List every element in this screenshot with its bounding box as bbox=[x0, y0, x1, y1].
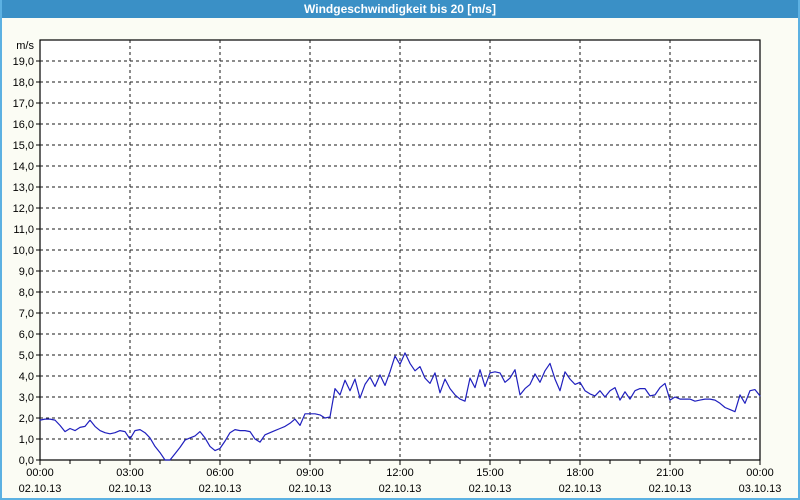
x-tick-time-label: 12:00 bbox=[386, 467, 414, 479]
x-tick-date-label: 02.10.13 bbox=[289, 483, 332, 495]
y-tick-label: 1,0 bbox=[19, 434, 34, 446]
y-tick-label: 13,0 bbox=[13, 182, 34, 194]
y-tick-label: 15,0 bbox=[13, 140, 34, 152]
x-tick-time-label: 00:00 bbox=[26, 467, 54, 479]
y-tick-label: 17,0 bbox=[13, 98, 34, 110]
x-tick-date-label: 02.10.13 bbox=[199, 483, 242, 495]
x-tick-time-label: 18:00 bbox=[566, 467, 594, 479]
x-tick-date-label: 02.10.13 bbox=[379, 483, 422, 495]
y-tick-label: 5,0 bbox=[19, 350, 34, 362]
y-tick-label: 19,0 bbox=[13, 56, 34, 68]
x-tick-time-label: 09:00 bbox=[296, 467, 324, 479]
y-tick-label: 0,0 bbox=[19, 455, 34, 467]
y-tick-label: 12,0 bbox=[13, 203, 34, 215]
wind-speed-series-line bbox=[39, 352, 761, 461]
x-tick-date-label: 02.10.13 bbox=[109, 483, 152, 495]
y-tick-label: 8,0 bbox=[19, 287, 34, 299]
title-bar: Windgeschwindigkeit bis 20 [m/s] bbox=[2, 0, 798, 18]
x-tick-date-label: 02.10.13 bbox=[469, 483, 512, 495]
y-tick-label: 10,0 bbox=[13, 245, 34, 257]
x-tick-date-label: 02.10.13 bbox=[649, 483, 692, 495]
y-tick-label: 14,0 bbox=[13, 161, 34, 173]
x-tick-date-label: 02.10.13 bbox=[19, 483, 62, 495]
x-tick-time-label: 21:00 bbox=[656, 467, 684, 479]
y-tick-label: 4,0 bbox=[19, 371, 34, 383]
y-tick-label: 2,0 bbox=[19, 413, 34, 425]
y-tick-label: 6,0 bbox=[19, 329, 34, 341]
x-tick-time-label: 15:00 bbox=[476, 467, 504, 479]
y-tick-label: 7,0 bbox=[19, 308, 34, 320]
x-tick-date-label: 03.10.13 bbox=[739, 483, 782, 495]
y-tick-label: 9,0 bbox=[19, 266, 34, 278]
y-tick-label: 18,0 bbox=[13, 77, 34, 89]
y-tick-label: 11,0 bbox=[13, 224, 34, 236]
x-tick-time-label: 03:00 bbox=[116, 467, 144, 479]
y-tick-label: 3,0 bbox=[19, 392, 34, 404]
x-tick-time-label: 06:00 bbox=[206, 467, 234, 479]
y-axis-unit-label: m/s bbox=[16, 40, 34, 52]
x-tick-time-label: 00:00 bbox=[746, 467, 774, 479]
x-tick-date-label: 02.10.13 bbox=[559, 483, 602, 495]
chart-title: Windgeschwindigkeit bis 20 [m/s] bbox=[304, 2, 496, 16]
y-tick-label: 16,0 bbox=[13, 119, 34, 131]
